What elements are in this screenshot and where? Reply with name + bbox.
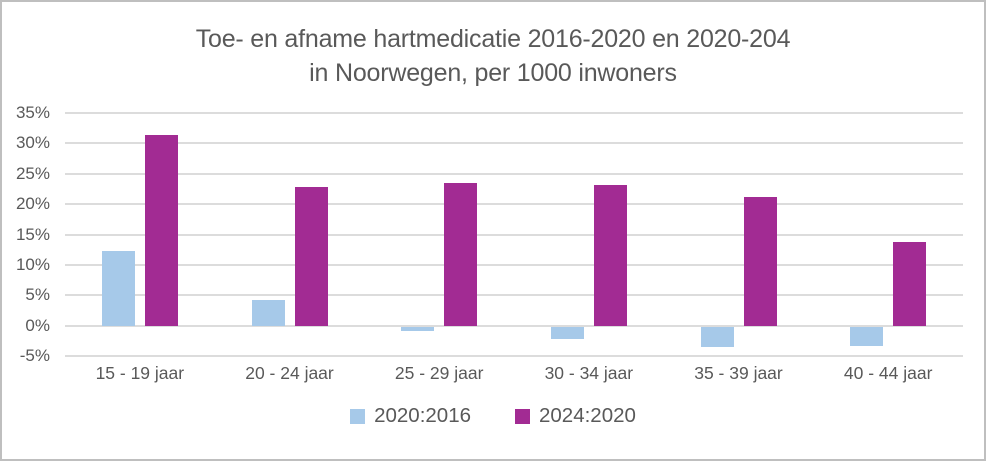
bar-2024-2020 bbox=[893, 241, 927, 326]
legend: 2020:2016 2024:2020 bbox=[2, 404, 984, 428]
x-category-label: 15 - 19 jaar bbox=[95, 363, 185, 383]
bar-2020-2016 bbox=[101, 250, 135, 326]
y-tick-label: 0% bbox=[25, 315, 50, 335]
legend-label: 2020:2016 bbox=[374, 404, 471, 427]
x-category-label: 35 - 39 jaar bbox=[694, 363, 783, 383]
legend-swatch-icon bbox=[515, 408, 530, 424]
legend-item: 2024:2020 bbox=[515, 404, 636, 428]
x-axis-labels: 15 - 19 jaar 20 - 24 jaar 25 - 29 jaar 30 -… bbox=[2, 362, 984, 386]
bar-2020-2016 bbox=[850, 326, 884, 347]
bar-2024-2020 bbox=[294, 186, 328, 326]
y-tick-label: 30% bbox=[15, 133, 50, 153]
bar-2020-2016 bbox=[700, 326, 734, 348]
x-category-label: 20 - 24 jaar bbox=[245, 363, 334, 383]
gridline bbox=[65, 355, 963, 357]
bar-2020-2016 bbox=[550, 326, 584, 339]
bar-2020-2016 bbox=[251, 300, 285, 326]
y-tick-label: -5% bbox=[19, 346, 50, 365]
bar-2024-2020 bbox=[743, 196, 777, 326]
bar-2024-2020 bbox=[444, 183, 478, 326]
gridline bbox=[65, 294, 963, 297]
gridline bbox=[65, 263, 963, 266]
gridline bbox=[65, 112, 963, 114]
y-tick-label: 25% bbox=[15, 163, 50, 183]
y-axis-labels: 35% 30% 25% 20% 15% 10% 5% 0% -5% bbox=[2, 2, 50, 459]
x-category-label: 30 - 34 jaar bbox=[544, 363, 634, 383]
plot-area bbox=[65, 112, 963, 357]
chart-title-line-1: Toe- en afname hartmedicatie 2016-2020 e… bbox=[195, 25, 791, 53]
y-tick-label: 20% bbox=[15, 194, 50, 214]
x-category-label: 25 - 29 jaar bbox=[394, 363, 484, 383]
legend-swatch-icon bbox=[350, 408, 366, 424]
legend-label: 2024:2020 bbox=[539, 404, 636, 427]
legend-item: 2020:2016 bbox=[350, 404, 471, 428]
gridline bbox=[65, 233, 963, 236]
chart-title: Toe- en afname hartmedicatie 2016-2020 e… bbox=[2, 22, 984, 90]
bar-2024-2020 bbox=[144, 134, 178, 326]
y-tick-label: 15% bbox=[15, 224, 50, 244]
y-tick-label: 5% bbox=[25, 285, 50, 305]
gridline bbox=[65, 142, 963, 145]
gridline bbox=[65, 172, 963, 175]
y-tick-label: 35% bbox=[15, 103, 50, 122]
x-category-label: 40 - 44 jaar bbox=[843, 363, 933, 383]
chart-title-line-2: in Noorwegen, per 1000 inwoners bbox=[309, 59, 677, 87]
gridline bbox=[65, 203, 963, 206]
gridline bbox=[65, 324, 963, 327]
y-tick-label: 10% bbox=[15, 254, 50, 274]
bar-2020-2016 bbox=[401, 326, 435, 331]
bar-2024-2020 bbox=[593, 184, 627, 326]
